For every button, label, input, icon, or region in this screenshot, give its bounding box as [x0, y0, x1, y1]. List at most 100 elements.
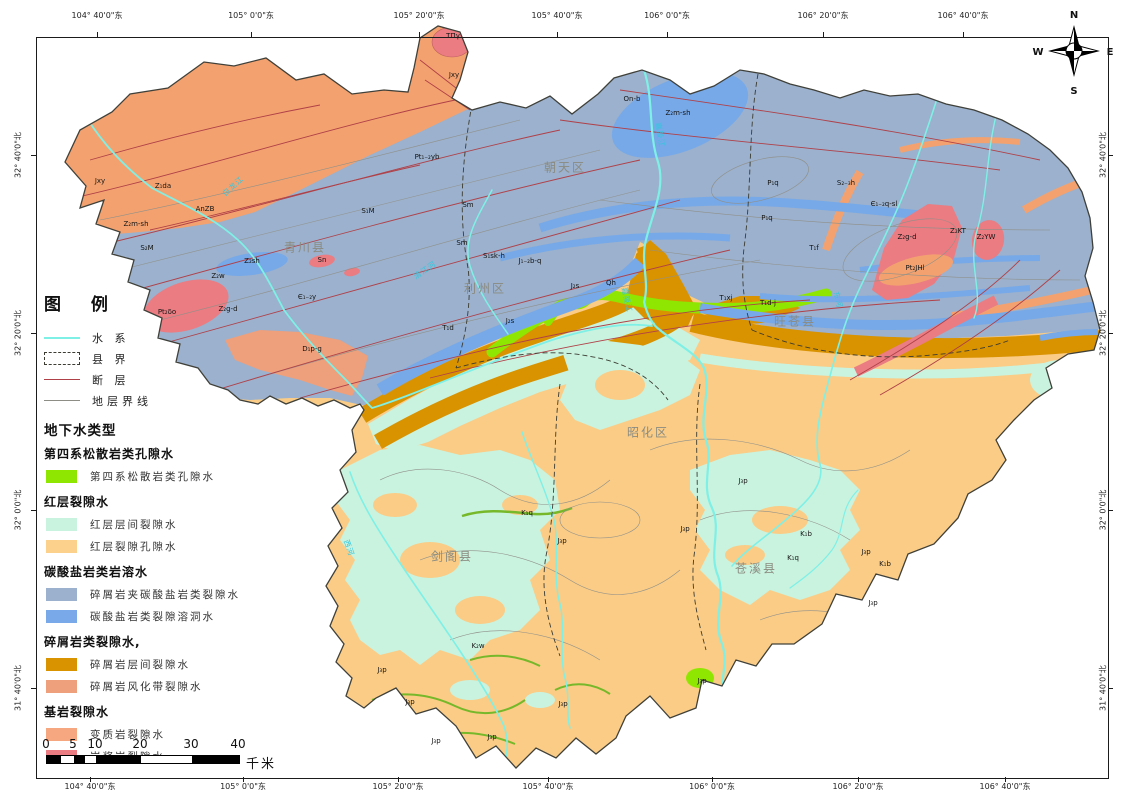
map-label-unit: K₁q [787, 554, 799, 562]
longitude-label-top: 105° 0'0"东 [228, 11, 274, 20]
color-swatch [46, 517, 77, 531]
map-label-unit: Pt₂δo [157, 308, 177, 316]
map-label-unit: Jxy [94, 177, 106, 185]
map-label-countie: 苍溪县 [734, 561, 778, 576]
blue-lens-zsh [216, 252, 288, 276]
map-label-unit: J₃p [431, 737, 441, 745]
map-label-unit: S₂₋₃h [836, 179, 856, 187]
legend-group-heading: 基岩裂隙水 [44, 705, 110, 719]
legend-item-label: 变质岩裂隙水 [90, 728, 165, 741]
graticule-tick [667, 32, 668, 37]
scale-bar-tick-label: 0 [42, 737, 50, 751]
compass-n-label: N [1070, 10, 1078, 21]
color-swatch [46, 587, 77, 601]
legend-group-heading: 第四系松散岩类孔隙水 [44, 447, 175, 461]
longitude-label-top: 105° 40'0"东 [531, 11, 583, 20]
map-label-countie: 剑阁县 [430, 549, 474, 564]
graticule-tick [398, 777, 399, 782]
legend-item-label: 碎屑岩风化带裂隙水 [90, 680, 203, 693]
mint-small [450, 680, 490, 700]
longitude-label-bottom: 105° 40'0"东 [522, 782, 574, 791]
map-label-unit: K₂w [471, 642, 485, 650]
salmon-patch-ptjhl [878, 254, 954, 286]
longitude-label-top: 106° 20'0"东 [797, 11, 849, 20]
map-label-countie: 利州区 [463, 281, 507, 296]
latitude-label-right: 32° 0'0"北 [1098, 489, 1108, 531]
map-label-unit: J₃p [377, 666, 387, 674]
map-label-unit: P₁q [767, 179, 779, 187]
graticule-tick [90, 777, 91, 782]
graticule-tick [823, 32, 824, 37]
orange-island [455, 596, 505, 624]
map-label-countie: 青川县 [283, 240, 327, 255]
graticule-tick [251, 32, 252, 37]
legend-group-heading: 红层裂隙水 [44, 495, 110, 509]
map-label-unit: T₁d [442, 324, 454, 332]
map-label-unit: J₃p [487, 733, 497, 741]
graticule-tick [548, 777, 549, 782]
map-label-unit: J₃p [738, 477, 748, 485]
graticule-tick [1005, 777, 1006, 782]
longitude-label-bottom: 105° 0'0"东 [220, 782, 266, 791]
map-label-unit: AnZB [195, 205, 215, 213]
color-swatch [46, 539, 77, 553]
legend-group-heading: 碎屑岩类裂隙水, [44, 635, 141, 649]
stream-line-swatch [44, 336, 80, 339]
latitude-label-right: 31° 40'0"北 [1098, 665, 1108, 711]
rivers [71, 68, 997, 768]
color-swatch [46, 727, 77, 741]
pink-patch-ptdo [143, 279, 229, 333]
longitude-label-top: 105° 20'0"东 [393, 11, 445, 20]
color-swatch [46, 657, 77, 671]
longitude-label-bottom: 106° 20'0"东 [832, 782, 884, 791]
map-label-unit: Z₂sh [244, 257, 260, 265]
band-clastic-interlayer [374, 301, 697, 449]
county-boundaries [455, 73, 1011, 657]
map-label-unit: J₃p [405, 698, 415, 706]
map-label-unit: Z₂m-sh [665, 109, 691, 117]
map-label-unit: Jxy [448, 71, 460, 79]
legend-item-label: 红层层间裂隙水 [90, 518, 178, 531]
fault-lines [65, 59, 1061, 399]
scale-bar: 0 5 10 20 30 40 千米 [42, 737, 306, 773]
legend-item-stream: 水 系 [44, 327, 300, 348]
map-label-unit: T₁xj [719, 294, 733, 302]
map-label-unit: S₂M [140, 244, 154, 252]
color-swatch [46, 609, 77, 623]
band-weathered-sw [225, 330, 368, 396]
graticule-tick [712, 777, 713, 782]
latitude-label-left: 31° 40'0"北 [13, 665, 23, 711]
scale-bar-unit: 千米 [246, 757, 277, 772]
pink-patch-sn [309, 254, 335, 268]
longitude-label-bottom: 106° 0'0"东 [689, 782, 735, 791]
graticule-tick [557, 32, 558, 37]
green-squiggle [469, 654, 541, 667]
map-label-unit: Z₂g-d [218, 305, 238, 313]
map-label-unit: Z₂YW [976, 233, 996, 241]
mint-small [525, 692, 555, 708]
legend-item: 变质岩裂隙水 [46, 723, 300, 745]
green-squiggle [554, 683, 611, 695]
legend-item: 红层层间裂隙水 [46, 513, 300, 535]
map-label-unit: Pt₂JHl [905, 264, 925, 272]
map-label-countie: 朝天区 [543, 160, 587, 175]
map-label-unit: K₁b [879, 560, 891, 568]
graticule-tick [1108, 688, 1113, 689]
scale-bar-segments [46, 755, 240, 764]
map-label-unit: Qh [606, 279, 616, 287]
salmon-streak [899, 137, 1021, 153]
map-label-unit: J₃p [861, 548, 871, 556]
map-label-unit: Z₂m-sh [123, 220, 149, 228]
pink-streak [853, 295, 999, 377]
legend: 图 例 水 系 县 界 断 层 地层界线 地下水类型 第四系松散岩类孔隙水 第四… [44, 290, 300, 767]
map-label-unit: Є₁₋₂q-sl [870, 200, 898, 208]
scale-bar-tick-label: 20 [132, 737, 148, 751]
map-label-unit: Sm [456, 239, 468, 247]
map-label-unit: T₁d-j [760, 299, 776, 307]
blue-stripe [538, 196, 951, 233]
graticule-tick [243, 777, 244, 782]
map-label-unit: J₁₋₂b-q [518, 257, 542, 265]
longitude-label-top: 106° 40'0"东 [937, 11, 989, 20]
graticule-tick [858, 777, 859, 782]
